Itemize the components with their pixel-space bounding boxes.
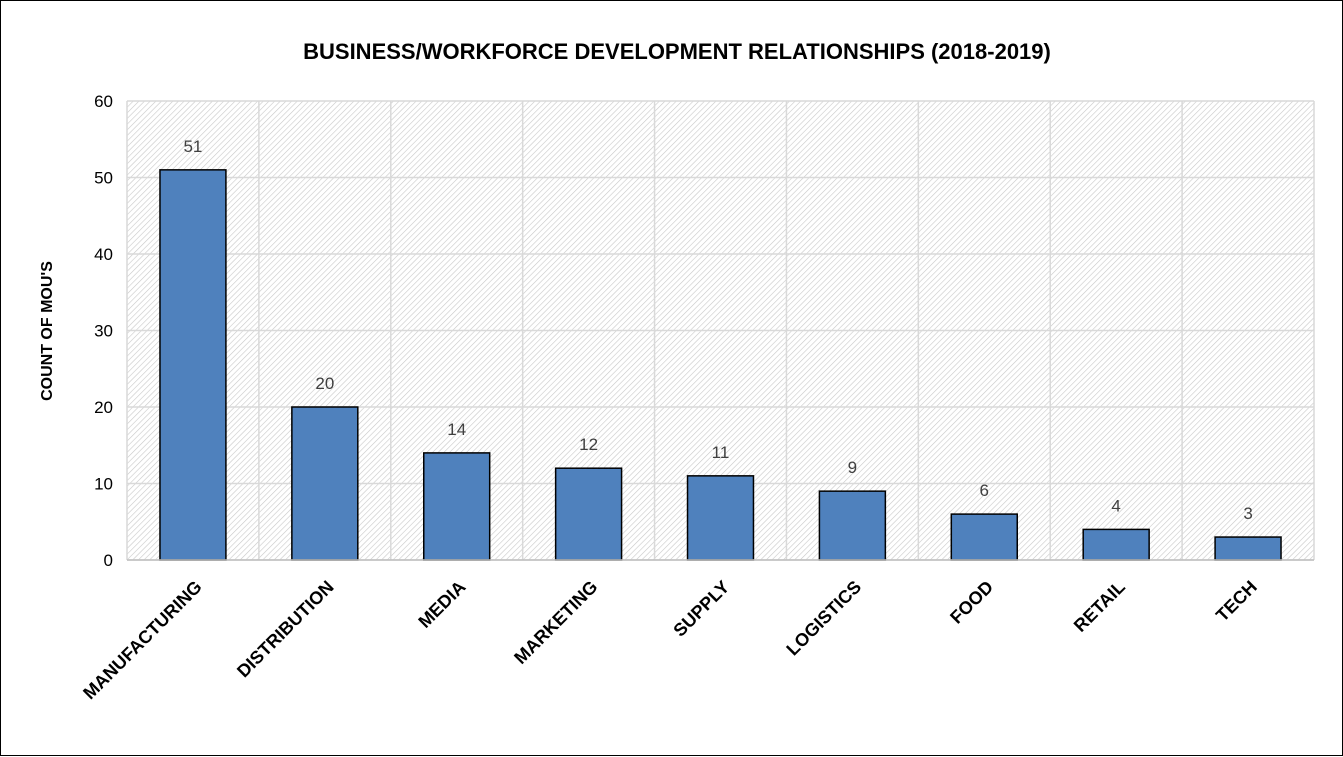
x-tick-label-food: FOOD — [946, 577, 997, 628]
x-tick-label-retail: RETAIL — [1070, 577, 1129, 636]
x-tick-label-media: MEDIA — [414, 577, 469, 632]
bar-supply — [686, 475, 755, 561]
y-tick-label: 20 — [94, 398, 113, 417]
y-tick-label: 10 — [94, 475, 113, 494]
bar-retail — [1082, 528, 1150, 561]
x-tick-label-manufacturing: MANUFACTURING — [79, 577, 206, 704]
data-label-tech: 3 — [1243, 504, 1252, 523]
data-label-food: 6 — [980, 481, 989, 500]
y-tick-label: 60 — [94, 92, 113, 111]
bar-distribution — [291, 406, 359, 561]
data-label-retail: 4 — [1111, 496, 1120, 515]
y-tick-label: 0 — [104, 551, 113, 570]
bar-food — [950, 513, 1018, 561]
y-tick-label: 30 — [94, 322, 113, 341]
chart-title: BUSINESS/WORKFORCE DEVELOPMENT RELATIONS… — [303, 39, 1051, 64]
data-label-marketing: 12 — [579, 435, 598, 454]
bar-media — [423, 452, 491, 561]
data-label-logistics: 9 — [848, 458, 857, 477]
x-tick-label-distribution: DISTRIBUTION — [233, 577, 338, 682]
data-label-media: 14 — [447, 420, 466, 439]
data-label-distribution: 20 — [315, 374, 334, 393]
y-tick-label: 40 — [94, 245, 113, 264]
bar-tech — [1214, 536, 1282, 561]
bar-manufacturing — [159, 169, 227, 561]
x-tick-label-supply: SUPPLY — [669, 577, 733, 641]
bar-marketing — [554, 467, 623, 561]
x-tick-label-marketing: MARKETING — [510, 577, 601, 668]
x-tick-label-tech: TECH — [1212, 577, 1261, 626]
data-label-supply: 11 — [712, 443, 730, 462]
y-axis-title: COUNT OF MOU'S — [39, 261, 56, 401]
x-tick-label-logistics: LOGISTICS — [782, 577, 865, 660]
bar-logistics — [818, 490, 887, 561]
data-label-manufacturing: 51 — [183, 137, 202, 156]
plot-area: 0 10 20 30 40 50 60 51 MANUFACTURING 20 DISTRIBUTI… — [79, 92, 1315, 704]
y-tick-label: 50 — [94, 169, 113, 188]
